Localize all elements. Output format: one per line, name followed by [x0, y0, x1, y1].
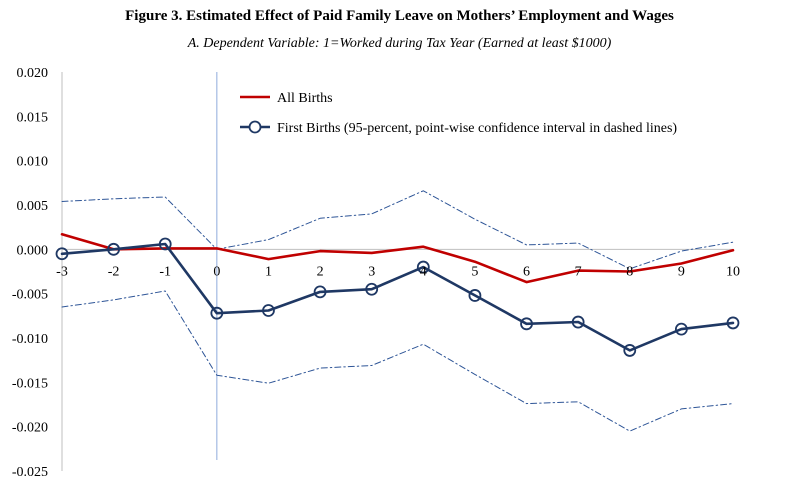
first-births-point — [313, 285, 327, 299]
first-births-point — [571, 315, 585, 329]
x-tick-label: 10 — [726, 264, 740, 279]
x-tick-label: -3 — [56, 264, 68, 279]
y-tick-label: 0.005 — [17, 199, 49, 214]
y-tick-label: 0.000 — [17, 243, 49, 258]
y-tick-label: -0.015 — [12, 376, 48, 391]
first-births-point — [210, 306, 224, 320]
figure-subtitle: A. Dependent Variable: 1=Worked during T… — [187, 36, 612, 51]
first-births-point — [262, 304, 275, 317]
legend-label-all-births: All Births — [277, 91, 333, 106]
first-births-point — [623, 344, 637, 357]
y-tick-label: 0.015 — [17, 110, 49, 125]
x-tick-label: 3 — [368, 264, 375, 279]
first-births-point — [416, 260, 430, 274]
x-tick-label: 4 — [420, 264, 427, 279]
series-group — [55, 190, 740, 432]
first-births-point — [468, 289, 482, 302]
first-births-point — [365, 282, 379, 296]
ci-lower-line — [61, 290, 734, 432]
x-tick-label: 1 — [265, 264, 272, 279]
all-births-line — [60, 233, 735, 284]
first-births-point — [520, 317, 533, 331]
first-births-line — [60, 242, 735, 352]
legend-label-first-births: First Births (95-percent, point-wise con… — [277, 121, 677, 136]
first-births-point — [55, 247, 69, 261]
x-tick-label: 6 — [523, 264, 530, 279]
y-tick-label: -0.025 — [12, 465, 48, 480]
y-tick-label: 0.010 — [17, 155, 49, 170]
figure-title: Figure 3. Estimated Effect of Paid Famil… — [125, 8, 674, 24]
x-tick-label: -1 — [159, 264, 171, 279]
first-births-point — [674, 322, 688, 336]
first-births-point — [107, 242, 121, 256]
x-tick-label: 8 — [626, 264, 633, 279]
first-births-point — [158, 237, 172, 251]
y-tick-label: -0.010 — [12, 332, 48, 347]
first-births-point — [726, 316, 740, 330]
x-tick-label: 2 — [317, 264, 324, 279]
x-tick-label: 5 — [471, 264, 478, 279]
x-tick-label: 9 — [678, 264, 685, 279]
y-tick-label: 0.020 — [17, 66, 49, 81]
x-tick-label: 0 — [213, 264, 220, 279]
legend-marker-first-births — [248, 120, 262, 134]
x-tick-label: 7 — [575, 264, 582, 279]
y-tick-label: -0.005 — [12, 288, 48, 303]
tick-labels-group: 0.020 0.015 0.010 0.005 0.000 -0.005 -0.010 -0.… — [12, 66, 740, 480]
ci-upper-line — [61, 190, 734, 270]
y-tick-label: -0.020 — [12, 421, 48, 436]
x-tick-label: -2 — [108, 264, 120, 279]
legend: All Births First Births (95-percent, poin… — [240, 91, 677, 136]
